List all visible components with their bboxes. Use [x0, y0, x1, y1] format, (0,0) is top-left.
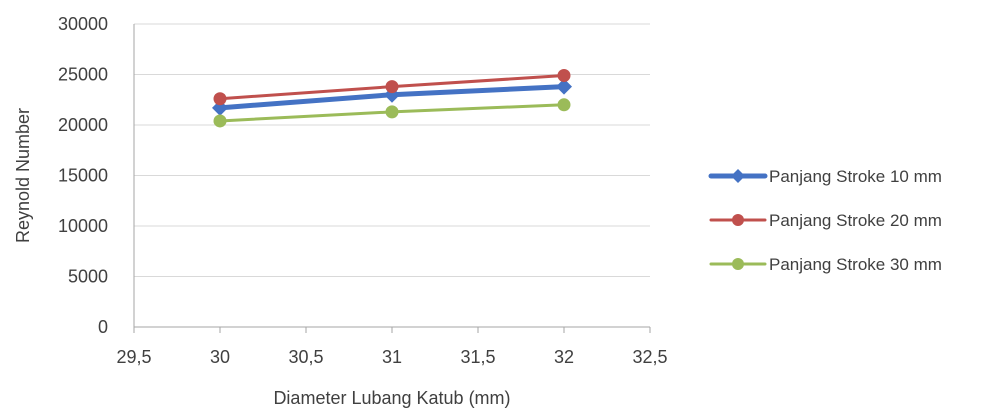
legend-label: Panjang Stroke 20 mm: [769, 211, 942, 230]
gridlines: [134, 23, 650, 277]
x-tick-label: 30: [210, 347, 230, 367]
series-2: [213, 69, 571, 106]
x-tick-label: 32: [554, 347, 574, 367]
x-tick-label: 31,5: [460, 347, 495, 367]
y-tick-label: 0: [98, 317, 108, 337]
axes: [133, 24, 651, 333]
x-tick-label: 32,5: [632, 347, 667, 367]
data-point: [213, 114, 227, 128]
x-tick-label: 30,5: [288, 347, 323, 367]
y-tick-label: 25000: [58, 65, 108, 85]
legend-marker: [732, 214, 744, 226]
x-tick-label: 29,5: [116, 347, 151, 367]
y-tick-label: 30000: [58, 14, 108, 34]
tick-labels: 0 5000 10000 15000 20000 25000 30000 29,5 30 30,5…: [58, 14, 668, 367]
data-point: [385, 105, 399, 119]
legend-label: Panjang Stroke 30 mm: [769, 255, 942, 274]
x-tick-label: 31: [382, 347, 402, 367]
data-point: [556, 78, 572, 95]
y-tick-label: 20000: [58, 115, 108, 135]
data-point: [385, 80, 399, 94]
series-3: [213, 98, 571, 128]
data-point: [557, 69, 571, 83]
y-tick-label: 10000: [58, 216, 108, 236]
y-tick-label: 5000: [68, 267, 108, 287]
data-point: [213, 92, 227, 106]
x-axis-label: Diameter Lubang Katub (mm): [273, 388, 510, 408]
y-axis-label: Reynold Number: [13, 108, 33, 243]
legend-item: Panjang Stroke 30 mm: [709, 255, 942, 274]
data-point: [557, 98, 571, 112]
legend: Panjang Stroke 10 mm Panjang Stroke 20 mm…: [708, 167, 942, 274]
legend-marker: [732, 258, 744, 270]
legend-label: Panjang Stroke 10 mm: [769, 167, 942, 186]
series-lines: [212, 69, 572, 128]
y-tick-label: 15000: [58, 166, 108, 186]
legend-marker: [731, 169, 745, 183]
legend-item: Panjang Stroke 20 mm: [709, 211, 942, 230]
legend-item: Panjang Stroke 10 mm: [708, 167, 942, 186]
